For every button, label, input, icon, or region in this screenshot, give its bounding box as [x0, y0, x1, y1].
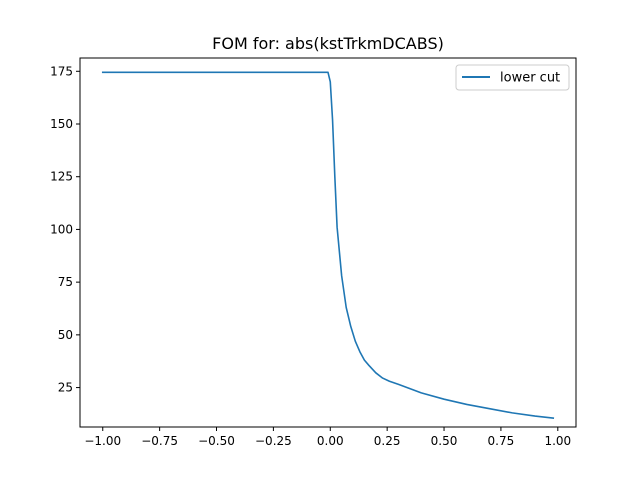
x-tick-label: 0.00: [317, 434, 344, 448]
y-tick-label: 50: [58, 328, 73, 342]
legend-box: [455, 64, 570, 91]
y-axis-ticks: 25 50 75 100 125 150 175: [50, 64, 80, 395]
y-tick-label: 75: [58, 275, 73, 289]
y-tick-label: 125: [50, 170, 73, 184]
x-tick-label: −0.75: [141, 434, 178, 448]
plot-area-frame: [79, 57, 577, 428]
x-tick-label: −0.25: [255, 434, 292, 448]
x-axis-ticks: −1.00 −0.75 −0.50 −0.25 0.00 0.25 0.50 0.75 1.00: [84, 427, 571, 448]
y-tick-label: 150: [50, 117, 73, 131]
y-tick-label: 175: [50, 64, 73, 78]
legend-label-lower-cut: lower cut: [500, 71, 560, 86]
legend: lower cut: [455, 64, 570, 91]
series-line-lower-cut: [101, 71, 555, 420]
y-tick-label: 25: [58, 381, 73, 395]
x-tick-label: 1.00: [544, 434, 571, 448]
line-layer: [101, 71, 555, 420]
x-tick-label: 0.50: [431, 434, 458, 448]
x-tick-label: −1.00: [84, 434, 121, 448]
y-tick-label: 100: [50, 222, 73, 236]
x-tick-label: 0.25: [374, 434, 401, 448]
x-tick-label: −0.50: [198, 434, 235, 448]
chart-title: FOM for: abs(kstTrkmDCABS): [212, 34, 444, 53]
x-tick-label: 0.75: [488, 434, 515, 448]
